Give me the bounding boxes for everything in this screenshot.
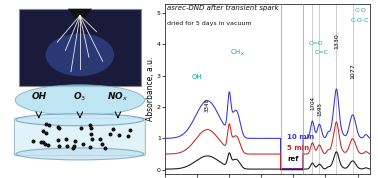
Point	[40, 140, 46, 143]
Point	[40, 130, 46, 133]
Polygon shape	[68, 9, 92, 24]
Point	[56, 145, 62, 148]
Point	[70, 144, 76, 147]
Point	[42, 142, 48, 145]
Point	[87, 123, 93, 126]
Ellipse shape	[16, 114, 144, 126]
Point	[46, 124, 52, 127]
Point	[72, 140, 78, 143]
Point	[43, 123, 49, 126]
Text: 1077: 1077	[350, 63, 355, 79]
Text: 1330: 1330	[334, 33, 339, 49]
Text: O$_3$: O$_3$	[73, 90, 87, 103]
FancyBboxPatch shape	[19, 9, 141, 86]
Point	[107, 133, 113, 136]
Text: OH: OH	[31, 92, 46, 101]
Text: CH$_x$: CH$_x$	[230, 48, 245, 58]
Text: 3340: 3340	[205, 98, 210, 112]
Text: C=C: C=C	[314, 50, 328, 55]
Bar	[280, 4, 303, 174]
Ellipse shape	[15, 85, 144, 116]
Point	[70, 146, 76, 149]
Text: dried for 5 days in vacuum: dried for 5 days in vacuum	[167, 21, 252, 26]
Point	[89, 137, 95, 140]
Text: C-O-C: C-O-C	[351, 18, 369, 23]
Text: C-O: C-O	[354, 8, 366, 13]
Point	[99, 142, 105, 145]
Point	[54, 139, 60, 142]
Point	[55, 125, 61, 128]
Text: 1595: 1595	[317, 102, 322, 116]
Point	[125, 134, 131, 137]
Point	[39, 140, 45, 143]
Point	[116, 134, 122, 137]
Text: 10 min: 10 min	[287, 134, 314, 140]
Point	[88, 133, 94, 136]
Ellipse shape	[46, 33, 114, 76]
Y-axis label: Absorbance, a.u.: Absorbance, a.u.	[146, 57, 155, 121]
Text: 5 min: 5 min	[287, 145, 309, 151]
Point	[56, 127, 62, 130]
Point	[64, 144, 70, 147]
Text: 1704: 1704	[310, 96, 315, 110]
Point	[96, 138, 102, 141]
Point	[79, 142, 85, 145]
Point	[110, 128, 116, 131]
Point	[45, 144, 51, 146]
Text: asrec-DND after transient spark: asrec-DND after transient spark	[167, 5, 279, 11]
Text: ref: ref	[287, 156, 298, 162]
Point	[30, 139, 36, 142]
FancyBboxPatch shape	[14, 118, 146, 156]
Point	[88, 127, 94, 130]
Point	[78, 126, 84, 129]
Text: OH: OH	[192, 74, 202, 80]
Point	[127, 129, 133, 132]
Text: C=O: C=O	[309, 41, 324, 46]
Ellipse shape	[16, 148, 144, 160]
Point	[63, 138, 69, 141]
Point	[43, 132, 49, 134]
Point	[102, 146, 108, 149]
Text: NO$_x$: NO$_x$	[107, 90, 129, 103]
Point	[87, 145, 93, 148]
